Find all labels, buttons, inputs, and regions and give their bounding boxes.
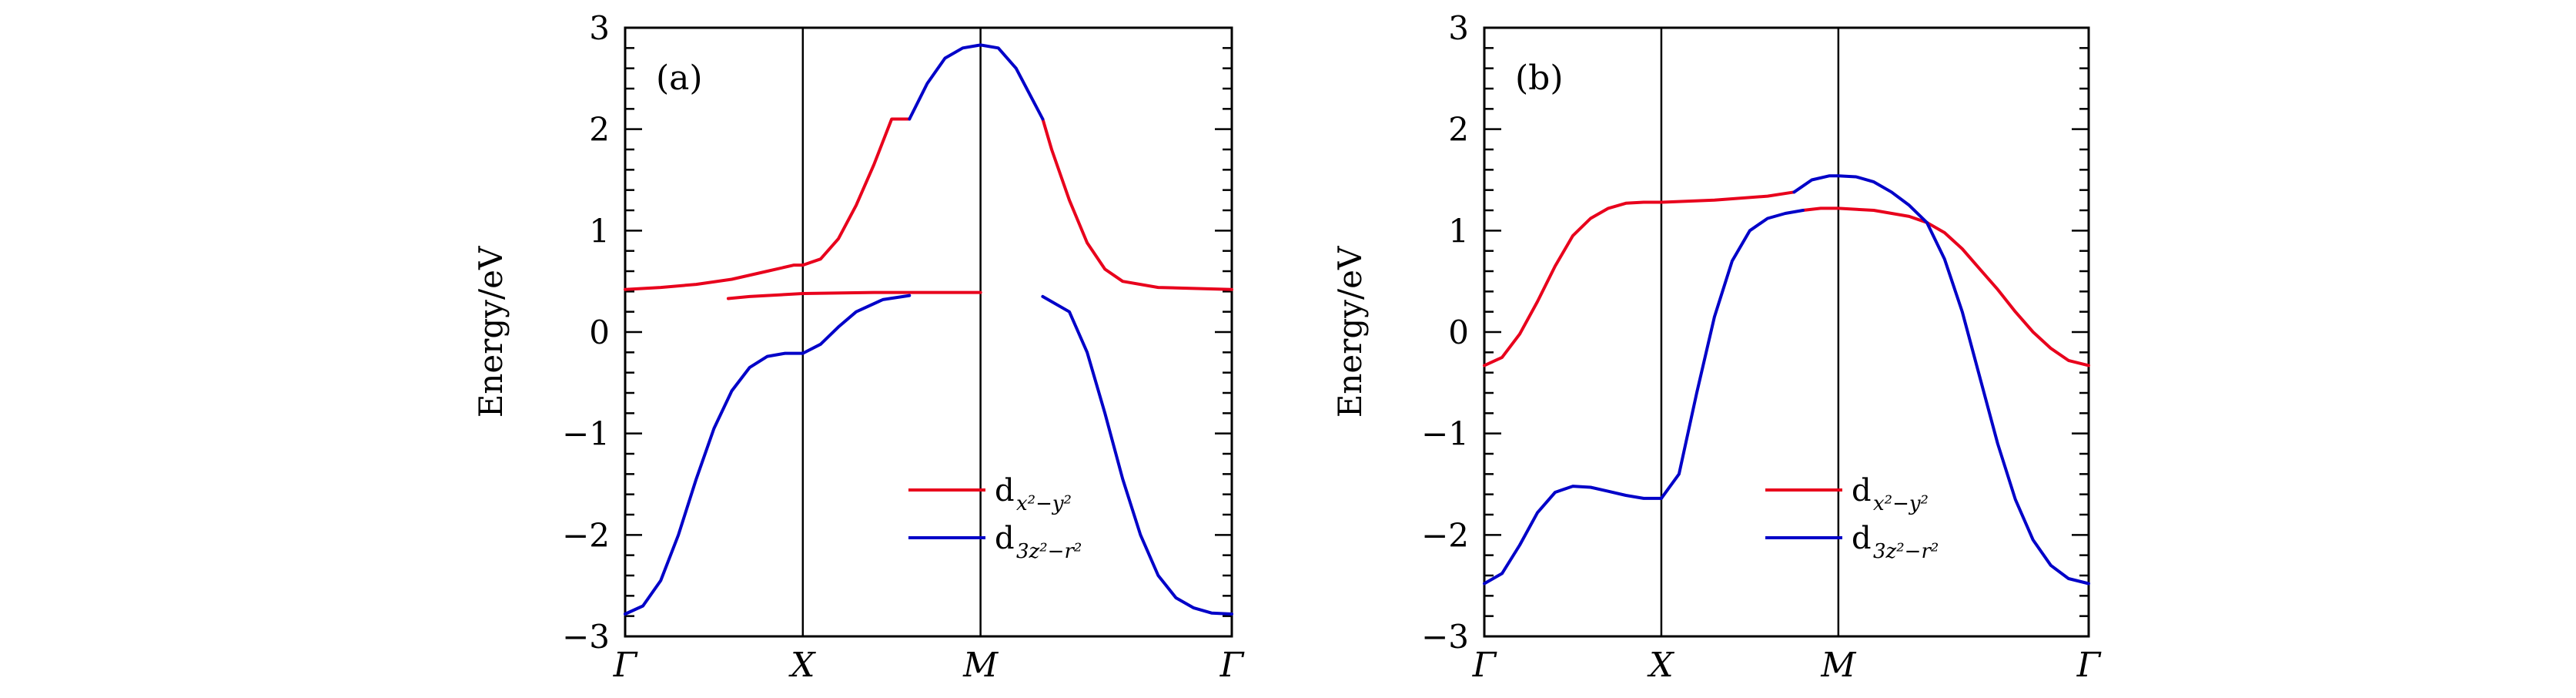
y-tick-label: −3 (1421, 618, 1469, 656)
band-curve-series-2 (908, 43, 1045, 121)
band-curve-series-1 (1801, 206, 1929, 224)
y-axis-label: Energy/eV (1331, 246, 1369, 418)
legend-subscript: 3z²−r² (1873, 540, 1939, 563)
x-tick-label: X (788, 646, 816, 685)
band-curve-series-2 (1925, 220, 2090, 586)
y-tick-label: −1 (1421, 415, 1469, 453)
legend-subscript: x²−y² (1873, 492, 1929, 515)
y-tick-label: 1 (1448, 212, 1469, 250)
band-curve-series-2 (1659, 209, 1805, 500)
legend-label: d (1852, 521, 1872, 556)
legend-subscript: 3z²−r² (1016, 540, 1082, 563)
x-tick-label: Γ (1472, 646, 1497, 685)
y-tick-label: −2 (1421, 516, 1469, 554)
band-curve-series-2 (1483, 485, 1663, 586)
band-curve-series-1 (1041, 117, 1233, 291)
band-curve-series-2 (1792, 174, 1929, 224)
y-axis-label: Energy/eV (472, 246, 510, 418)
plot-frame (1483, 26, 2090, 638)
y-tick-label: 1 (589, 212, 610, 250)
x-tick-label: Γ (1219, 646, 1245, 685)
y-tick-label: −1 (562, 415, 610, 453)
band-curve-series-1 (801, 117, 912, 267)
y-tick-label: 2 (589, 111, 610, 149)
y-tick-label: 0 (1448, 314, 1469, 351)
y-tick-label: 2 (1448, 111, 1469, 149)
x-tick-label: Γ (613, 646, 638, 685)
legend-label: d (1852, 473, 1872, 508)
x-tick-label: Γ (2076, 646, 2102, 685)
band-curve-series-2 (1041, 294, 1233, 616)
x-tick-label: M (962, 646, 999, 685)
x-tick-label: M (1820, 646, 1856, 685)
y-tick-label: 0 (589, 314, 610, 351)
y-tick-label: 3 (1448, 9, 1469, 47)
legend-subscript: x²−y² (1016, 492, 1072, 515)
band-curve-series-1 (1483, 190, 1796, 367)
panel-label: (a) (656, 59, 703, 98)
band-curve-series-1 (1925, 220, 2090, 367)
legend-label: d (995, 473, 1015, 508)
band-curve-series-2 (624, 351, 805, 616)
band-curve-series-1 (726, 290, 982, 300)
y-tick-label: 3 (589, 9, 610, 47)
x-tick-label: X (1647, 646, 1674, 685)
band-curve-series-2 (801, 294, 912, 355)
y-tick-label: −3 (562, 618, 610, 656)
y-tick-label: −2 (562, 516, 610, 554)
panel-label: (b) (1515, 59, 1564, 98)
plot-frame (624, 26, 1233, 638)
band-curve-series-1 (624, 263, 805, 291)
legend-label: d (995, 521, 1015, 556)
